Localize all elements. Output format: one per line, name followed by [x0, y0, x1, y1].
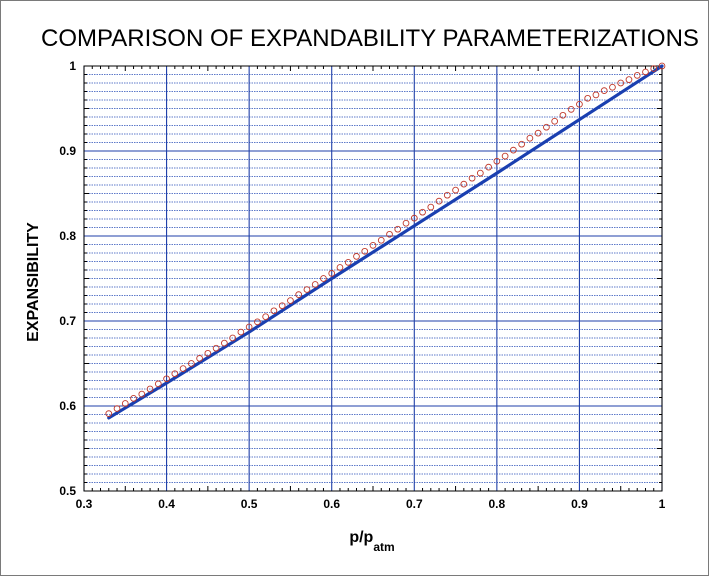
x-tick-label: 0.7 [406, 497, 423, 511]
marker-point [287, 297, 294, 304]
marker-point [501, 152, 509, 160]
marker-point [427, 203, 435, 211]
y-tick-label: 0.8 [59, 229, 76, 243]
y-tick-label: 0.7 [59, 314, 76, 328]
marker-point [625, 76, 633, 83]
marker-point [576, 100, 583, 108]
x-tick-label: 0.6 [323, 497, 340, 511]
marker-point [303, 286, 311, 293]
marker-point [105, 410, 113, 418]
marker-point [369, 242, 377, 249]
marker-point [336, 264, 344, 271]
marker-point [196, 355, 203, 362]
x-axis-label: p/patm [349, 529, 394, 554]
marker-point [468, 174, 476, 182]
y-tick-label: 0.9 [59, 144, 76, 158]
marker-point [534, 129, 542, 137]
x-tick-labels: 0.3 0.4 0.5 0.6 0.7 0.8 0.9 1 [76, 497, 666, 511]
x-tick-label: 0.5 [241, 497, 258, 511]
marker-point [551, 117, 559, 125]
marker-point [353, 253, 360, 260]
x-tick-label: 0.4 [158, 497, 175, 511]
marker-point [204, 349, 212, 357]
series-line-group [107, 64, 664, 420]
marker-point [609, 83, 616, 91]
y-tick-label: 0.5 [59, 484, 76, 498]
chart-title: COMPARISON OF EXPANDABILITY PARAMETERIZA… [41, 25, 699, 52]
marker-point [658, 62, 666, 70]
y-axis-label: EXPANSIBILITY [25, 222, 42, 342]
marker-point [138, 390, 146, 398]
marker-point [419, 208, 426, 216]
marker-point [485, 163, 492, 171]
grid [83, 65, 663, 492]
marker-point [320, 275, 327, 282]
marker-point [278, 302, 286, 310]
marker-point [171, 370, 179, 378]
y-tick-label: 1 [69, 59, 76, 73]
marker-point [567, 105, 575, 113]
marker-point [476, 169, 484, 177]
marker-point [394, 225, 402, 233]
x-axis-label-main: p/p [349, 529, 373, 546]
marker-point [113, 405, 121, 412]
marker-point [386, 230, 393, 238]
marker-point [237, 328, 245, 336]
marker-point [179, 365, 187, 372]
marker-point [377, 236, 385, 244]
series-markers-group [105, 62, 666, 418]
marker-point [584, 94, 592, 102]
axis-ticks [84, 66, 662, 491]
y-tick-labels: 0.5 0.6 0.7 0.8 0.9 1 [59, 59, 76, 498]
x-tick-label: 0.3 [76, 497, 93, 511]
x-tick-label: 0.8 [489, 497, 506, 511]
marker-point [543, 123, 550, 131]
marker-point [146, 385, 154, 393]
marker-point [328, 270, 336, 277]
marker-point [526, 134, 534, 142]
marker-point [592, 91, 600, 99]
marker-point [311, 281, 319, 288]
marker-point [262, 313, 270, 321]
marker-point [229, 334, 236, 342]
marker-point [617, 79, 625, 87]
marker-point [510, 146, 517, 154]
marker-point [187, 360, 195, 367]
x-tick-label: 0.9 [571, 497, 588, 511]
marker-point [435, 197, 443, 205]
marker-point [642, 68, 649, 76]
marker-point [443, 191, 451, 199]
marker-point [410, 214, 418, 222]
marker-point [452, 186, 459, 194]
x-tick-label: 1 [659, 497, 666, 511]
marker-point [212, 344, 220, 352]
marker-point [121, 400, 129, 407]
marker-point [154, 380, 162, 388]
marker-point [518, 140, 525, 148]
marker-point [344, 259, 352, 266]
marker-point [460, 180, 468, 188]
marker-point [221, 339, 228, 347]
marker-point [270, 307, 278, 315]
y-tick-label: 0.6 [59, 399, 76, 413]
marker-point [650, 65, 658, 72]
marker-point [402, 219, 410, 227]
marker-point [559, 111, 567, 119]
marker-point [130, 395, 137, 402]
marker-point [245, 323, 253, 331]
marker-point [361, 247, 369, 255]
series-line [107, 64, 664, 420]
marker-point [254, 318, 261, 326]
marker-point [295, 291, 303, 299]
marker-point [633, 71, 641, 79]
marker-point [163, 375, 170, 383]
x-axis-label-subscript: atm [373, 540, 394, 554]
marker-point [600, 87, 608, 95]
marker-point [493, 157, 501, 165]
